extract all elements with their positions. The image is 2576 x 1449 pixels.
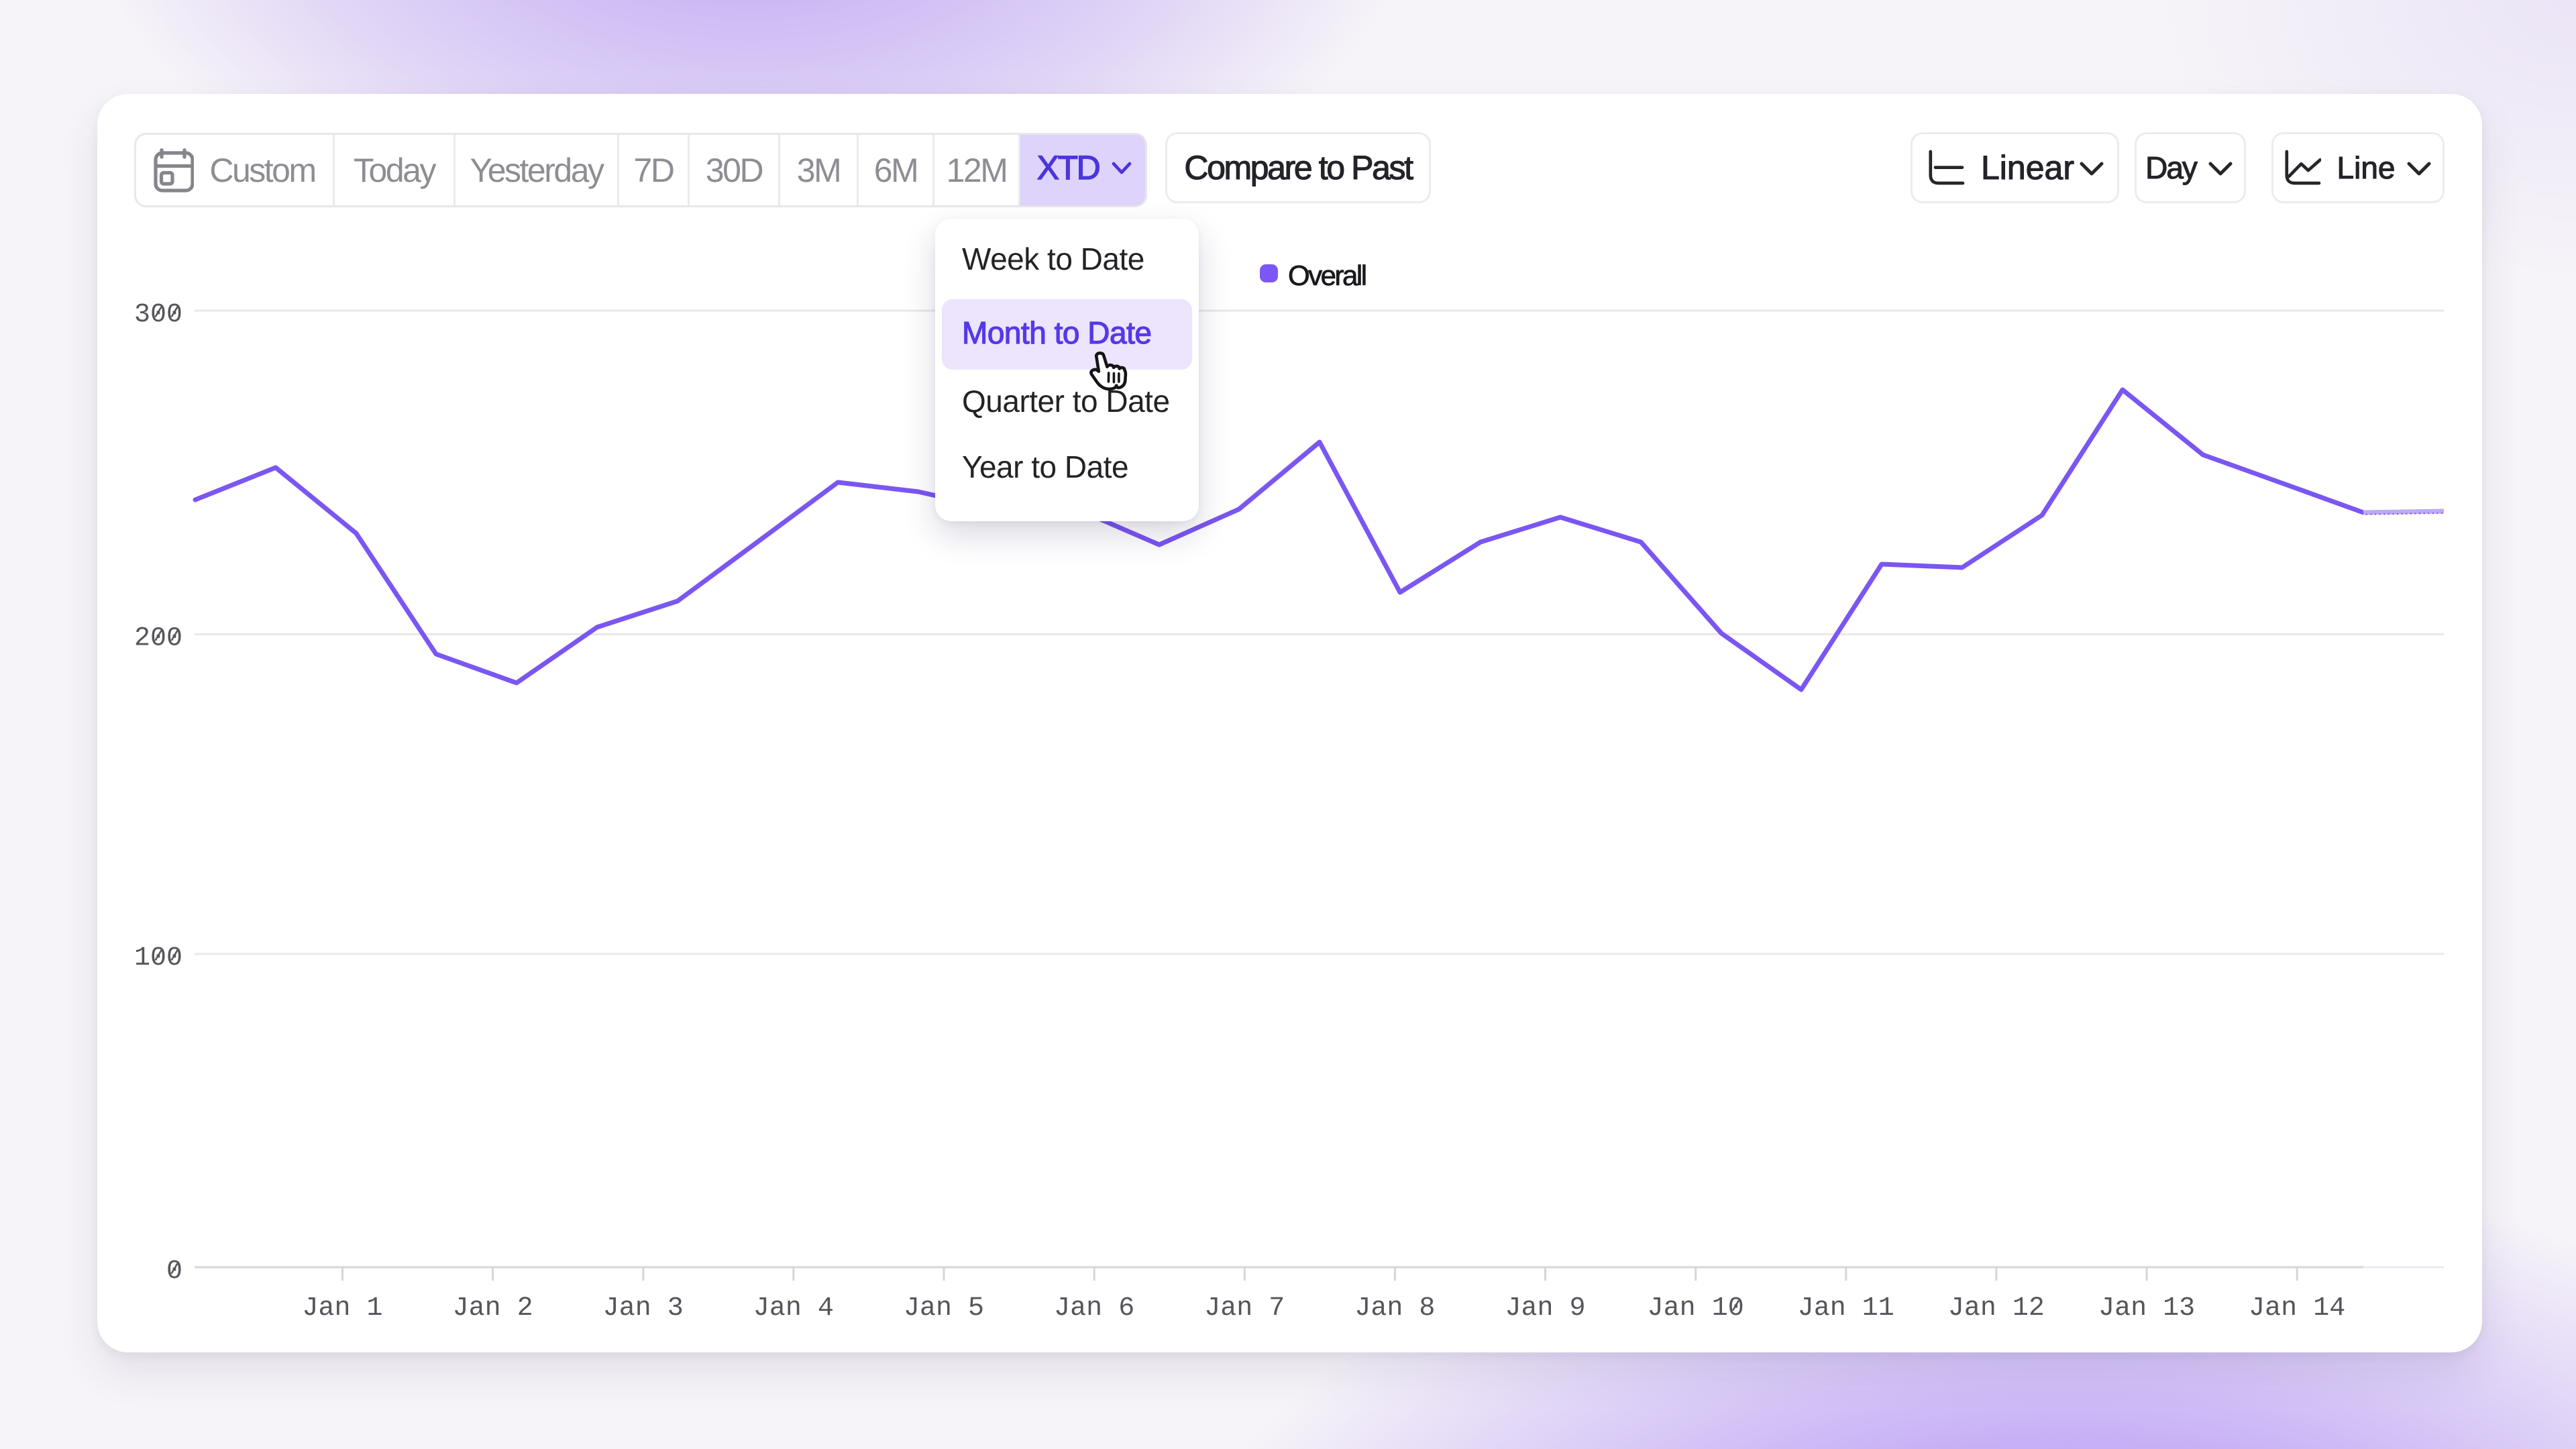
svg-text:Jan 3: Jan 3 — [603, 1293, 684, 1324]
svg-text:Jan 6: Jan 6 — [1054, 1293, 1134, 1324]
svg-text:Jan 5: Jan 5 — [904, 1293, 984, 1324]
svg-text:Jan 1: Jan 1 — [302, 1293, 382, 1324]
svg-text:Jan 10: Jan 10 — [1648, 1293, 1744, 1324]
svg-text:200: 200 — [134, 624, 182, 654]
svg-text:Jan 11: Jan 11 — [1798, 1293, 1894, 1324]
svg-text:Jan 14: Jan 14 — [2249, 1293, 2345, 1324]
svg-text:Jan 12: Jan 12 — [1948, 1293, 2045, 1324]
svg-text:Jan 4: Jan 4 — [753, 1293, 834, 1324]
svg-text:Jan 9: Jan 9 — [1505, 1293, 1585, 1324]
svg-text:100: 100 — [134, 943, 182, 973]
svg-text:Jan 8: Jan 8 — [1354, 1293, 1435, 1324]
svg-text:300: 300 — [134, 300, 182, 330]
svg-text:0: 0 — [166, 1256, 182, 1287]
svg-text:Jan 13: Jan 13 — [2098, 1293, 2195, 1324]
svg-text:Jan 2: Jan 2 — [453, 1293, 533, 1324]
svg-text:Jan 7: Jan 7 — [1204, 1293, 1285, 1324]
